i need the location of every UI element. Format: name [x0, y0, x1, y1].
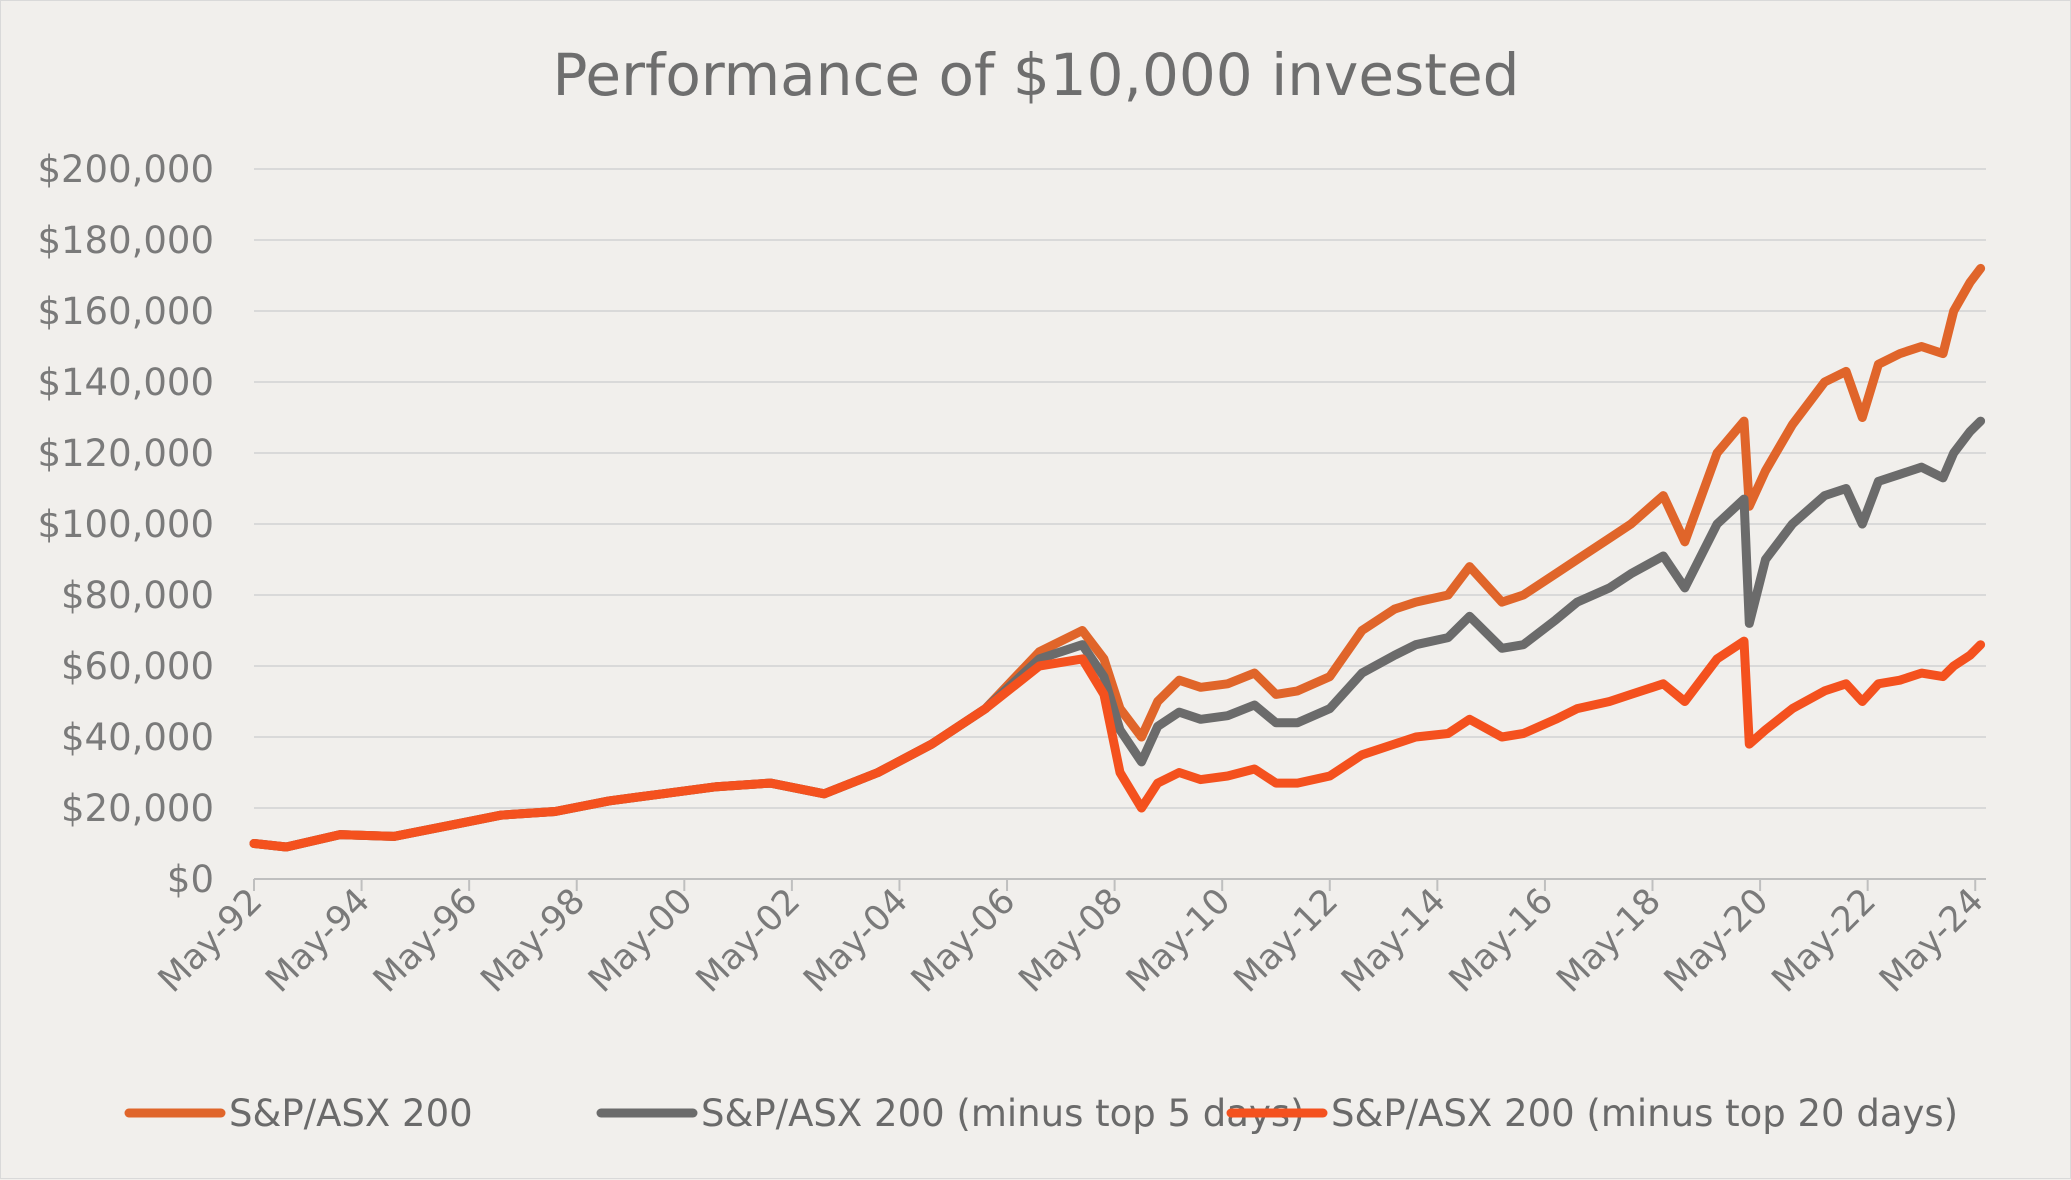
legend-label: S&P/ASX 200 — [229, 1092, 473, 1135]
y-tick-label: $20,000 — [61, 787, 214, 830]
y-tick-label: $200,000 — [37, 148, 214, 191]
x-tick-label: May-96 — [366, 881, 485, 1000]
series-line-3 — [249, 636, 1986, 852]
x-tick-label: May-12 — [1227, 881, 1346, 1000]
x-tick-label: May-20 — [1657, 881, 1776, 1000]
y-axis: $0 $20,000 $40,000 $60,000 $80,000 $100,000 $1… — [37, 148, 214, 901]
gridlines — [254, 168, 1986, 809]
y-tick-label: $120,000 — [37, 432, 214, 475]
x-tick-label: May-22 — [1765, 881, 1884, 1000]
x-tick-label: May-08 — [1012, 881, 1131, 1000]
x-axis: May-92May-94May-96May-98May-00May-02May-… — [151, 878, 1992, 1001]
legend-item-3: S&P/ASX 200 (minus top 20 days) — [1226, 1092, 1958, 1135]
y-tick-label: $140,000 — [37, 361, 214, 404]
y-tick-label: $180,000 — [37, 219, 214, 262]
x-tick-label: May-18 — [1549, 881, 1668, 1000]
x-tick-label: May-04 — [796, 881, 915, 1000]
x-tick-label: May-14 — [1334, 881, 1453, 1000]
legend-item-2: S&P/ASX 200 (minus top 5 days) — [596, 1092, 1305, 1135]
x-tick-label: May-10 — [1119, 881, 1238, 1000]
x-tick-label: May-98 — [474, 881, 593, 1000]
x-tick-label: May-94 — [258, 881, 377, 1000]
x-tick-label: May-00 — [581, 881, 700, 1000]
y-tick-label: $160,000 — [37, 290, 214, 333]
legend-label: S&P/ASX 200 (minus top 5 days) — [701, 1092, 1305, 1135]
series-line-2 — [249, 416, 1986, 852]
legend-label: S&P/ASX 200 (minus top 20 days) — [1331, 1092, 1958, 1135]
y-tick-label: $60,000 — [61, 645, 214, 688]
y-tick-label: $80,000 — [61, 574, 214, 617]
chart-title: Performance of $10,000 invested — [553, 41, 1520, 109]
legend-item-1: S&P/ASX 200 — [124, 1092, 473, 1135]
y-tick-label: $0 — [167, 858, 214, 901]
series-lines — [249, 263, 1986, 852]
x-tick-label: May-16 — [1442, 881, 1561, 1000]
legend: S&P/ASX 200 S&P/ASX 200 (minus top 5 days… — [124, 1092, 1958, 1135]
x-tick-label: May-06 — [904, 881, 1023, 1000]
x-tick-label: May-02 — [689, 881, 808, 1000]
y-tick-label: $100,000 — [37, 503, 214, 546]
y-tick-label: $40,000 — [61, 716, 214, 759]
x-tick-label: May-24 — [1872, 881, 1991, 1000]
